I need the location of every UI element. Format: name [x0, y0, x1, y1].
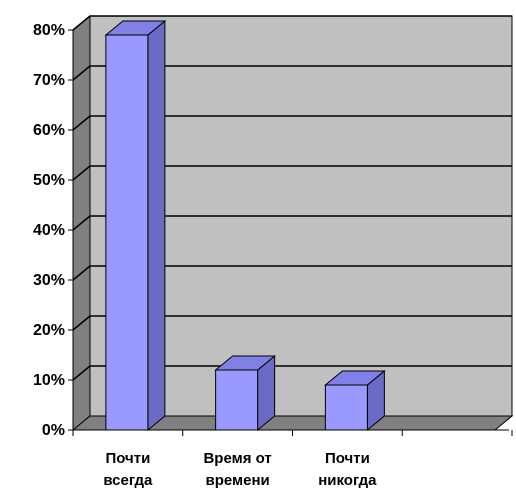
bar — [104, 19, 167, 432]
bar-front — [324, 384, 368, 431]
y-tick-label: 20% — [33, 322, 65, 339]
gridline-side — [72, 65, 91, 81]
y-tick-label: 40% — [33, 222, 65, 239]
bar-side — [147, 19, 166, 432]
bar-front — [215, 369, 259, 431]
y-tick-label: 60% — [33, 122, 65, 139]
y-tick-label: 70% — [33, 72, 65, 89]
gridline-side — [72, 265, 91, 281]
bars — [104, 19, 386, 432]
gridline-side — [72, 165, 91, 181]
gridline-side — [72, 115, 91, 131]
bar — [323, 369, 386, 432]
bar — [214, 354, 277, 432]
x-category-labels: Почти всегда Время от времени Почти никогда — [103, 450, 377, 489]
gridline-side — [72, 365, 91, 381]
x-category-label: всегда — [103, 472, 153, 489]
gridline-side — [72, 315, 91, 331]
x-category-label: никогда — [318, 472, 377, 489]
bar-front — [105, 34, 149, 431]
x-category-label: Время от — [203, 450, 271, 467]
x-category-label: Почти — [325, 450, 370, 467]
gridline-side — [72, 215, 91, 231]
y-tick-label: 10% — [33, 372, 65, 389]
x-category-label: времени — [206, 472, 270, 489]
y-tick-label: 0% — [42, 422, 65, 439]
y-tick-label: 30% — [33, 272, 65, 289]
x-category-label: Почти — [105, 450, 150, 467]
gridline-side — [72, 15, 91, 31]
y-tick-label: 80% — [33, 22, 65, 39]
y-tick-labels: 0% 10% 20% 30% 40% 50% 60% 70% 80% — [33, 22, 65, 439]
axes — [68, 29, 513, 436]
y-tick-label: 50% — [33, 172, 65, 189]
